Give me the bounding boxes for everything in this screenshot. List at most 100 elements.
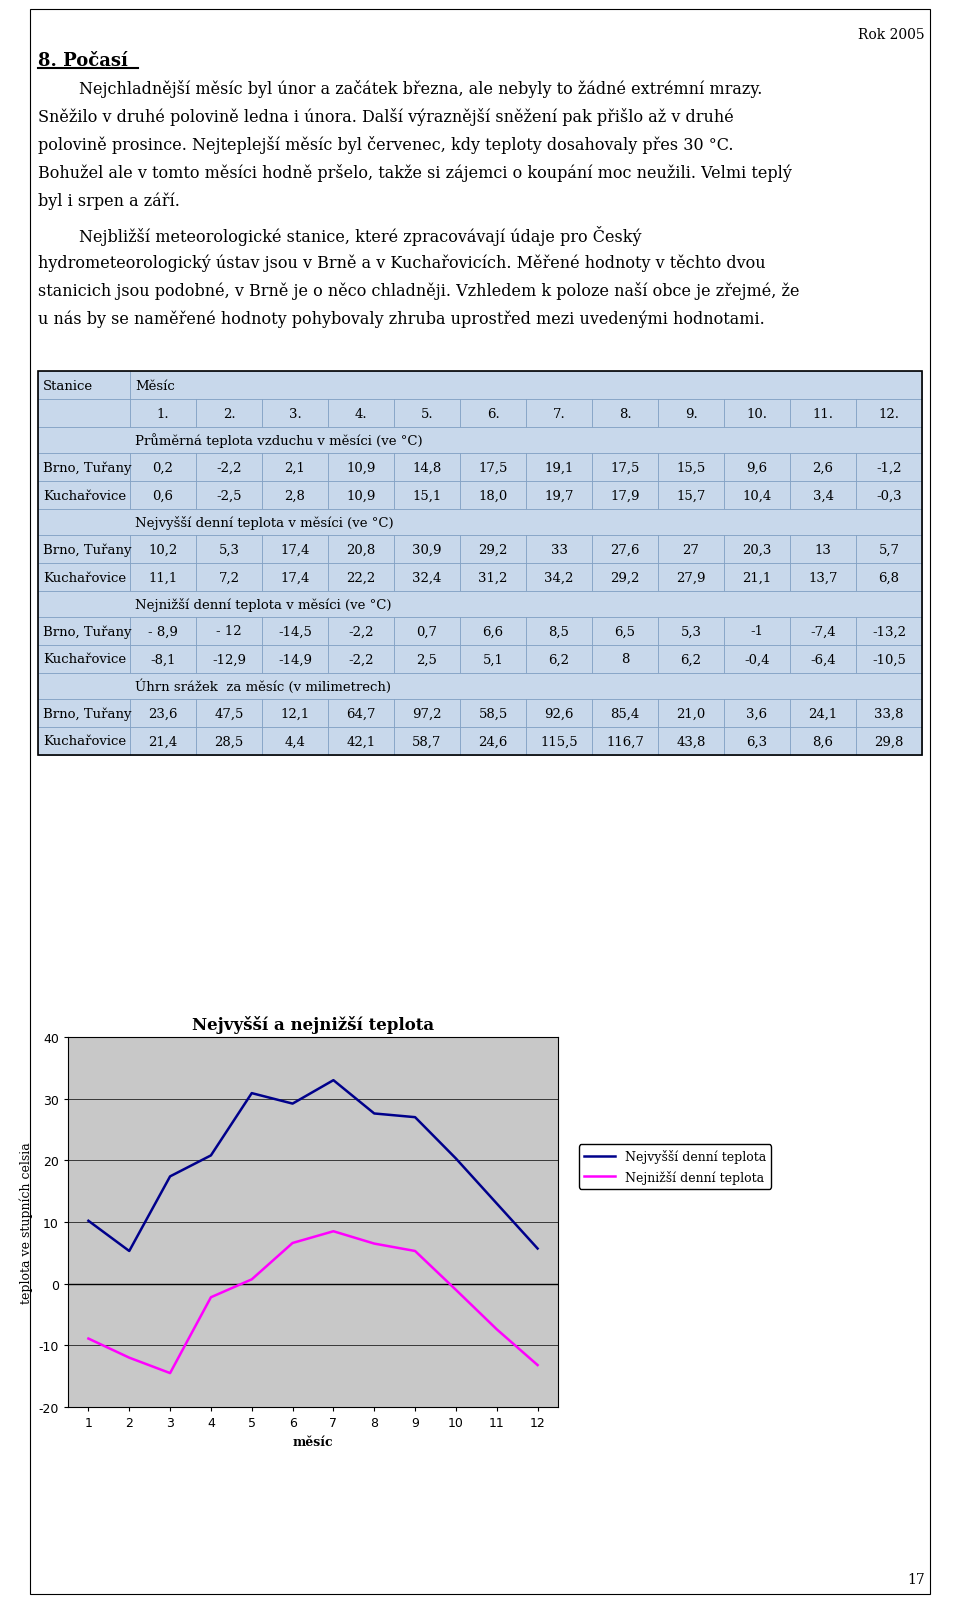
Text: - 12: - 12 xyxy=(216,624,242,639)
Text: 31,2: 31,2 xyxy=(478,571,508,584)
Bar xyxy=(130,536,196,563)
Bar xyxy=(38,563,130,592)
Text: 13,7: 13,7 xyxy=(808,571,838,584)
Bar xyxy=(196,727,262,756)
Bar xyxy=(38,510,922,536)
Text: -7,4: -7,4 xyxy=(810,624,836,639)
Bar xyxy=(856,454,922,482)
Text: stanicich jsou podobné, v Brně je o něco chladněji. Vzhledem k poloze naší obce : stanicich jsou podobné, v Brně je o něco… xyxy=(38,282,800,300)
Text: 20,8: 20,8 xyxy=(347,542,375,557)
Bar xyxy=(460,618,526,645)
Bar xyxy=(38,372,922,756)
Text: Brno, Tuřany: Brno, Tuřany xyxy=(43,461,132,475)
Bar xyxy=(38,372,130,400)
Text: 27: 27 xyxy=(683,542,700,557)
Bar xyxy=(394,482,460,510)
Bar xyxy=(328,645,394,674)
Bar xyxy=(856,536,922,563)
Bar xyxy=(394,645,460,674)
Bar xyxy=(328,454,394,482)
Text: 8. Počasí: 8. Počasí xyxy=(38,51,128,71)
Text: 21,0: 21,0 xyxy=(677,708,706,721)
Text: Bohužel ale v tomto měsíci hodně pršelo, takže si zájemci o koupání moc neužili.: Bohužel ale v tomto měsíci hodně pršelo,… xyxy=(38,164,792,181)
Text: 6,2: 6,2 xyxy=(548,653,569,666)
Bar xyxy=(328,536,394,563)
Bar xyxy=(394,618,460,645)
Text: 24,6: 24,6 xyxy=(478,735,508,748)
Text: 29,8: 29,8 xyxy=(875,735,903,748)
Text: 10,2: 10,2 xyxy=(149,542,178,557)
Bar xyxy=(790,563,856,592)
Bar xyxy=(790,454,856,482)
Bar xyxy=(592,618,658,645)
Bar xyxy=(38,727,130,756)
Bar xyxy=(196,645,262,674)
Text: Nejbližší meteorologické stanice, které zpracovávají údaje pro Český: Nejbližší meteorologické stanice, které … xyxy=(38,226,641,246)
Text: 32,4: 32,4 xyxy=(412,571,442,584)
Bar xyxy=(592,563,658,592)
Bar xyxy=(328,400,394,429)
Bar xyxy=(856,618,922,645)
Bar xyxy=(658,700,724,727)
Text: 3,4: 3,4 xyxy=(812,490,833,502)
Text: 43,8: 43,8 xyxy=(676,735,706,748)
Text: 3,6: 3,6 xyxy=(747,708,768,721)
Bar xyxy=(394,400,460,429)
Bar xyxy=(130,727,196,756)
Bar xyxy=(724,618,790,645)
Text: polovině prosince. Nejteplejší měsíc byl červenec, kdy teploty dosahovaly přes 3: polovině prosince. Nejteplejší měsíc byl… xyxy=(38,136,733,154)
Bar xyxy=(328,563,394,592)
Bar xyxy=(38,482,130,510)
Bar xyxy=(592,645,658,674)
Bar xyxy=(38,645,130,674)
Text: 92,6: 92,6 xyxy=(544,708,574,721)
Title: Nejvyšší a nejnižší teplota: Nejvyšší a nejnižší teplota xyxy=(192,1014,434,1034)
Bar xyxy=(724,700,790,727)
Bar xyxy=(526,618,592,645)
Text: 28,5: 28,5 xyxy=(214,735,244,748)
Bar xyxy=(130,482,196,510)
Text: 2,8: 2,8 xyxy=(284,490,305,502)
Bar xyxy=(196,618,262,645)
Text: -2,2: -2,2 xyxy=(216,461,242,473)
Text: 42,1: 42,1 xyxy=(347,735,375,748)
Text: 6,3: 6,3 xyxy=(747,735,768,748)
Text: 9.: 9. xyxy=(684,408,697,421)
Bar xyxy=(460,400,526,429)
Bar xyxy=(196,563,262,592)
Bar xyxy=(460,563,526,592)
Bar xyxy=(658,618,724,645)
Text: Průměrná teplota vzduchu v měsíci (ve °C): Průměrná teplota vzduchu v měsíci (ve °C… xyxy=(135,433,422,448)
Text: Kuchařovice: Kuchařovice xyxy=(43,571,126,584)
Text: 15,1: 15,1 xyxy=(413,490,442,502)
Bar xyxy=(592,400,658,429)
Bar xyxy=(130,700,196,727)
Bar xyxy=(394,700,460,727)
Text: 7.: 7. xyxy=(553,408,565,421)
Text: 10,4: 10,4 xyxy=(742,490,772,502)
Text: 11.: 11. xyxy=(812,408,833,421)
Text: 17,5: 17,5 xyxy=(611,461,639,473)
Text: 5,1: 5,1 xyxy=(483,653,503,666)
Text: 58,7: 58,7 xyxy=(412,735,442,748)
Bar xyxy=(856,482,922,510)
Text: -0,3: -0,3 xyxy=(876,490,901,502)
Text: Rok 2005: Rok 2005 xyxy=(858,27,925,42)
Bar xyxy=(658,482,724,510)
Text: 15,7: 15,7 xyxy=(676,490,706,502)
Bar xyxy=(592,727,658,756)
Text: 33: 33 xyxy=(550,542,567,557)
Text: 21,1: 21,1 xyxy=(742,571,772,584)
Bar xyxy=(394,563,460,592)
Text: -8,1: -8,1 xyxy=(151,653,176,666)
Text: 2,6: 2,6 xyxy=(812,461,833,473)
Bar xyxy=(38,536,130,563)
Bar xyxy=(262,645,328,674)
Bar xyxy=(460,700,526,727)
Text: Nejvyšší denní teplota v měsíci (ve °C): Nejvyšší denní teplota v měsíci (ve °C) xyxy=(135,515,394,530)
Bar xyxy=(38,592,922,618)
Bar xyxy=(526,700,592,727)
Bar xyxy=(526,536,592,563)
Bar xyxy=(262,482,328,510)
Text: 18,0: 18,0 xyxy=(478,490,508,502)
